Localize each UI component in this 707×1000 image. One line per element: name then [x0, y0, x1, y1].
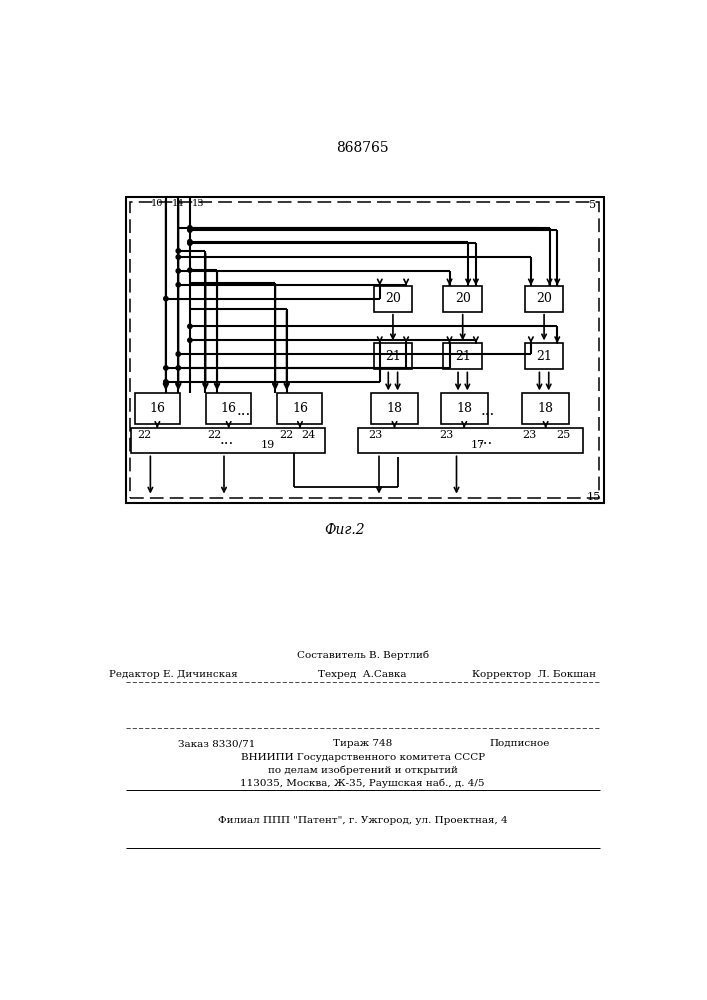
- Circle shape: [176, 269, 180, 273]
- Bar: [206, 393, 251, 424]
- Text: Подписное: Подписное: [489, 739, 549, 748]
- Circle shape: [176, 283, 180, 287]
- Circle shape: [188, 324, 192, 329]
- Text: 18: 18: [537, 402, 554, 415]
- Text: Редактор Е. Дичинская: Редактор Е. Дичинская: [110, 670, 238, 679]
- Text: Техред  А.Савка: Техред А.Савка: [318, 670, 407, 679]
- Text: 25: 25: [556, 430, 571, 440]
- Circle shape: [176, 352, 180, 356]
- Bar: [443, 343, 482, 369]
- Text: 20: 20: [536, 292, 552, 305]
- Text: Фиг.2: Фиг.2: [324, 523, 364, 537]
- Circle shape: [188, 228, 192, 232]
- Circle shape: [188, 241, 192, 245]
- Text: 23: 23: [439, 430, 454, 440]
- Text: ...: ...: [479, 433, 493, 447]
- Text: 10: 10: [151, 199, 163, 208]
- Text: 19: 19: [261, 440, 275, 450]
- Text: Корректор  Л. Бокшан: Корректор Л. Бокшан: [472, 670, 596, 679]
- Bar: [130, 202, 599, 498]
- Text: 22: 22: [208, 430, 222, 440]
- Text: 14: 14: [172, 199, 185, 208]
- Text: Филиал ППП "Патент", г. Ужгород, ул. Проектная, 4: Филиал ППП "Патент", г. Ужгород, ул. Про…: [218, 816, 508, 825]
- Text: 22: 22: [279, 430, 293, 440]
- Text: 868765: 868765: [337, 141, 389, 155]
- Text: 23: 23: [368, 430, 382, 440]
- Circle shape: [164, 296, 168, 301]
- Text: 16: 16: [221, 402, 237, 415]
- Circle shape: [176, 249, 180, 253]
- Text: 24: 24: [301, 430, 315, 440]
- Bar: [358, 428, 583, 453]
- Bar: [441, 393, 488, 424]
- Text: 21: 21: [536, 350, 552, 363]
- Text: 21: 21: [455, 350, 471, 363]
- Text: 15: 15: [587, 492, 601, 502]
- Text: ...: ...: [236, 404, 250, 418]
- Circle shape: [188, 240, 192, 244]
- Text: по делам изобретений и открытий: по делам изобретений и открытий: [268, 766, 457, 775]
- Circle shape: [188, 226, 192, 230]
- Text: 17: 17: [471, 440, 485, 450]
- Bar: [126, 197, 604, 503]
- Text: 5: 5: [588, 200, 596, 210]
- Text: 21: 21: [385, 350, 401, 363]
- Text: ...: ...: [219, 433, 233, 447]
- Text: ...: ...: [480, 404, 495, 418]
- Circle shape: [176, 255, 180, 259]
- Text: 16: 16: [292, 402, 308, 415]
- Text: 13: 13: [192, 199, 205, 208]
- Bar: [371, 393, 418, 424]
- Text: 113035, Москва, Ж-35, Раушская наб., д. 4/5: 113035, Москва, Ж-35, Раушская наб., д. …: [240, 779, 485, 788]
- Text: 22: 22: [137, 430, 151, 440]
- Circle shape: [188, 338, 192, 342]
- Text: 20: 20: [385, 292, 401, 305]
- Bar: [525, 343, 563, 369]
- Text: 18: 18: [456, 402, 472, 415]
- Bar: [522, 393, 569, 424]
- Text: 18: 18: [387, 402, 402, 415]
- Circle shape: [164, 380, 168, 384]
- Text: Тираж 748: Тираж 748: [333, 739, 392, 748]
- Text: Составитель В. Вертлиб: Составитель В. Вертлиб: [297, 650, 428, 660]
- Circle shape: [176, 366, 180, 370]
- Text: Заказ 8330/71: Заказ 8330/71: [177, 739, 255, 748]
- Bar: [525, 286, 563, 312]
- Text: ВНИИПИ Государственного комитета СССР: ВНИИПИ Государственного комитета СССР: [240, 753, 485, 762]
- Bar: [373, 286, 412, 312]
- Text: 23: 23: [522, 430, 537, 440]
- Circle shape: [164, 366, 168, 370]
- Bar: [373, 343, 412, 369]
- Bar: [277, 393, 322, 424]
- Text: 20: 20: [455, 292, 471, 305]
- Circle shape: [188, 268, 192, 272]
- Bar: [131, 428, 325, 453]
- Text: 16: 16: [149, 402, 165, 415]
- Bar: [443, 286, 482, 312]
- Bar: [135, 393, 180, 424]
